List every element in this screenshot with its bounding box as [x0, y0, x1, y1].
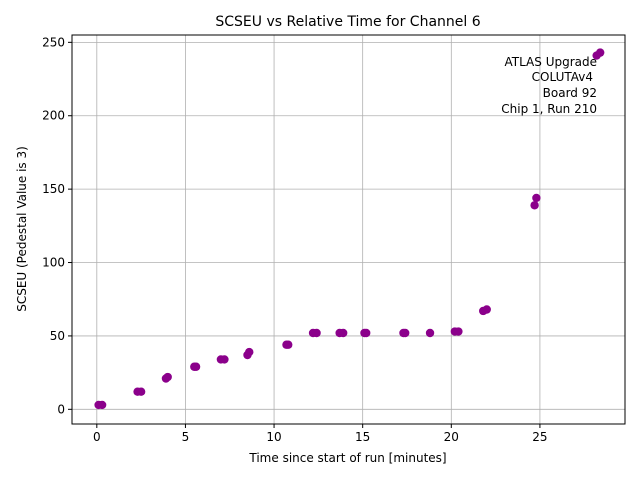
x-tick-label: 25 [532, 430, 547, 444]
chart-title: SCSEU vs Relative Time for Channel 6 [215, 14, 480, 30]
data-point [425, 328, 435, 338]
data-point [338, 328, 348, 338]
data-point [136, 387, 146, 396]
data-point [284, 340, 293, 349]
grid-layer [72, 35, 625, 424]
x-tick-label: 10 [266, 430, 281, 444]
data-point [245, 347, 254, 357]
annotation-line: Board 92 [543, 86, 597, 100]
annotation-line: COLUTAv4 [532, 70, 593, 84]
y-tick-label: 200 [42, 109, 65, 123]
data-point [401, 328, 410, 338]
x-tick-label: 5 [182, 430, 190, 444]
y-tick-label: 150 [42, 182, 65, 196]
data-point [482, 305, 491, 314]
x-tick-label: 15 [355, 430, 370, 444]
x-tick-label: 0 [93, 430, 101, 444]
y-tick-label: 50 [50, 329, 65, 343]
annotation-line: ATLAS Upgrade [504, 55, 597, 69]
y-tick-label: 0 [57, 402, 65, 416]
data-point [97, 400, 107, 410]
data-point [312, 328, 321, 338]
data-point [191, 362, 201, 371]
data-point [454, 327, 463, 336]
y-tick-label: 100 [42, 256, 65, 270]
points-layer [94, 48, 605, 410]
y-tick-label: 250 [42, 35, 65, 49]
data-point [595, 48, 605, 57]
plot-frame [71, 34, 626, 425]
annotation-line: Chip 1, Run 210 [501, 102, 597, 116]
data-point [530, 201, 539, 210]
data-point [532, 193, 541, 203]
data-point [163, 372, 172, 382]
data-point [362, 328, 371, 338]
y-axis-label: SCSEU (Pedestal Value is 3) [15, 146, 29, 312]
data-point [220, 355, 229, 364]
annotation-block: ATLAS Upgrade COLUTAv4 Board 92 Chip 1, … [501, 55, 597, 116]
x-tick-label: 20 [444, 430, 459, 444]
x-axis-label: Time since start of run [minutes] [248, 451, 446, 465]
